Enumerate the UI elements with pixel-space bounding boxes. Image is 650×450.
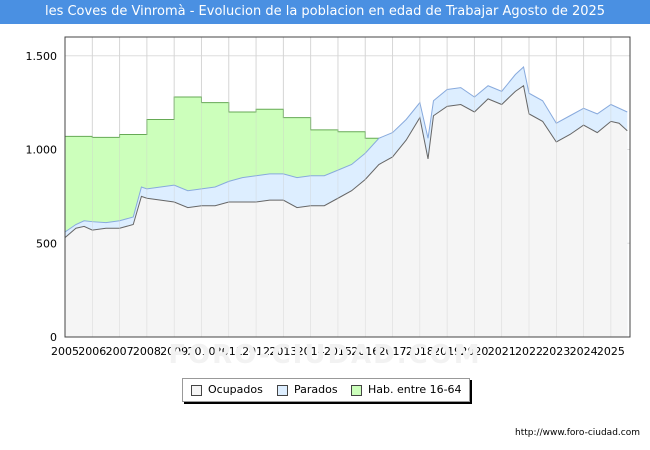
y-tick-label: 1.500: [26, 50, 58, 63]
legend-label-ocupados: Ocupados: [208, 383, 263, 396]
x-tick-label: 2013: [269, 345, 297, 358]
plot-border: [64, 36, 631, 338]
x-tick-label: 2008: [133, 345, 161, 358]
legend-swatch-hab: [351, 385, 362, 396]
legend: Ocupados Parados Hab. entre 16-64: [182, 378, 470, 402]
x-tick-label: 2017: [379, 345, 407, 358]
series-parados-line: [64, 66, 628, 233]
x-tick-label: 2024: [570, 345, 598, 358]
legend-label-hab: Hab. entre 16-64: [368, 383, 462, 396]
y-tick-label: 0: [50, 331, 57, 344]
x-tick-label: 2012: [242, 345, 270, 358]
x-tick-label: 2009: [160, 345, 188, 358]
y-tick-label: 500: [36, 237, 57, 250]
x-tick-label: 2023: [542, 345, 570, 358]
x-tick-label: 2005: [51, 345, 79, 358]
series-ocupados-line: [64, 84, 628, 239]
x-tick-label: 2025: [597, 345, 625, 358]
title-bar: [0, 0, 650, 24]
x-tick-label: 2019: [433, 345, 461, 358]
x-tick-label: 2006: [78, 345, 106, 358]
footer-url: http://www.foro-ciudad.com: [515, 428, 640, 438]
y-tick-label: 1.000: [26, 144, 58, 157]
x-tick-label: 2015: [324, 345, 352, 358]
x-tick-label: 2011: [215, 345, 243, 358]
x-tick-label: 2022: [515, 345, 543, 358]
x-tick-label: 2007: [106, 345, 134, 358]
x-tick-label: 2021: [488, 345, 516, 358]
x-tick-label: 2010: [187, 345, 215, 358]
legend-label-parados: Parados: [294, 383, 338, 396]
watermark: FORO-CIUDAD.COM: [168, 340, 482, 370]
legend-swatch-ocupados: [191, 385, 202, 396]
x-tick-label: 2016: [351, 345, 379, 358]
chart-title: les Coves de Vinromà - Evolucion de la p…: [44, 4, 606, 19]
x-tick-label: 2018: [406, 345, 434, 358]
x-tick-label: 2014: [297, 345, 325, 358]
series-ocupados-area: [65, 85, 628, 337]
legend-swatch-parados: [277, 385, 288, 396]
x-tick-label: 2020: [460, 345, 488, 358]
